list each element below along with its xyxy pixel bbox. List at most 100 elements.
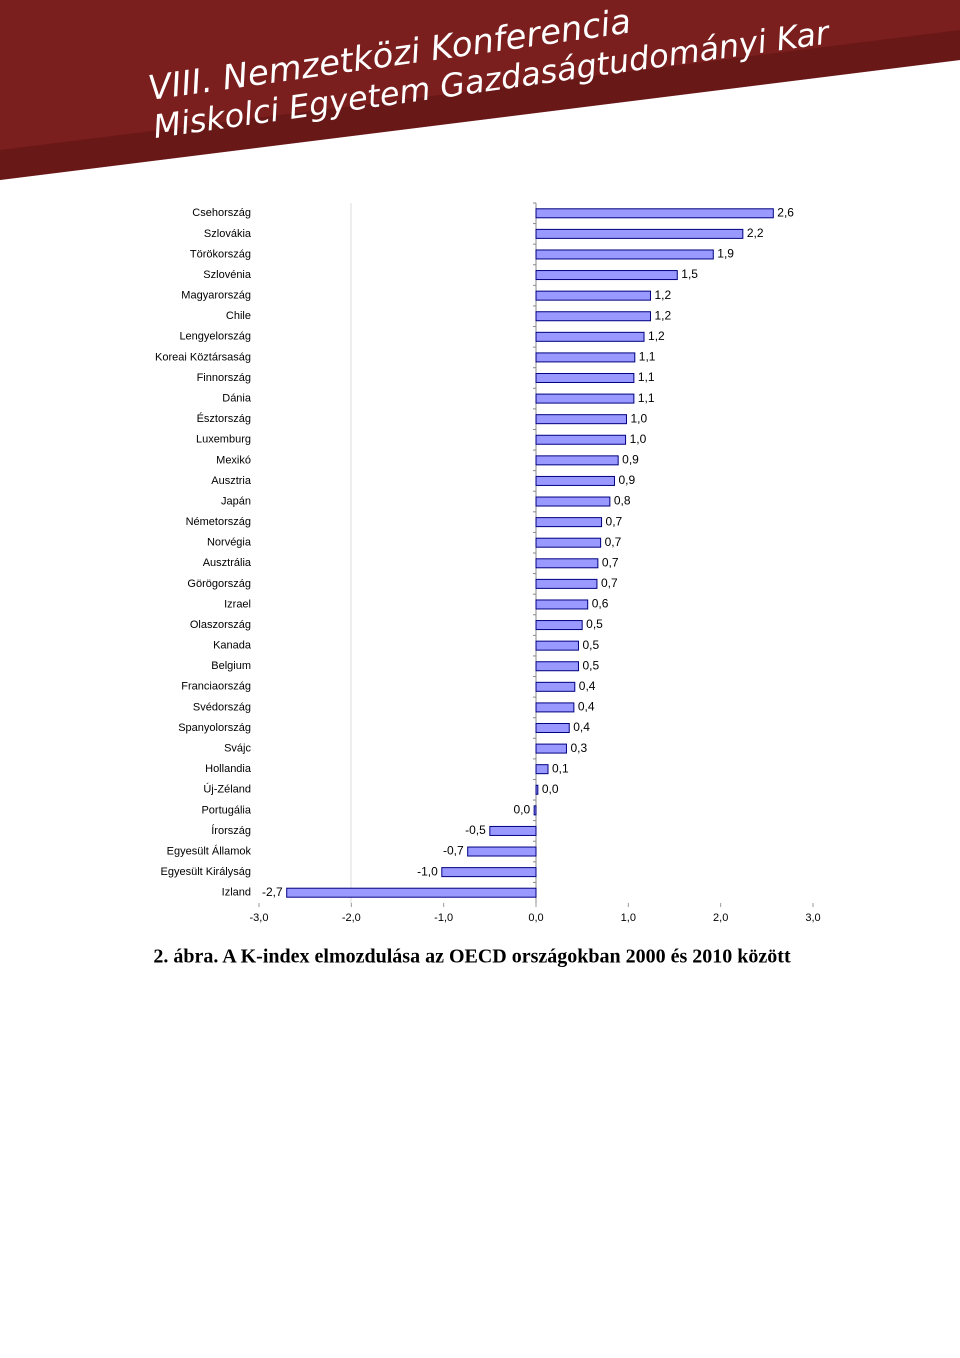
value-label: 0,9 bbox=[622, 453, 639, 467]
bar bbox=[535, 743, 567, 754]
category-label: Csehország bbox=[192, 207, 251, 219]
category-label: Egyesült Királyság bbox=[161, 866, 252, 878]
x-tick-label: 1,0 bbox=[621, 912, 636, 924]
category-label: Portugália bbox=[201, 804, 251, 816]
bar bbox=[535, 414, 627, 425]
bar bbox=[535, 311, 651, 322]
value-label: 0,6 bbox=[592, 597, 609, 611]
value-label: 0,0 bbox=[542, 782, 559, 796]
value-label: 0,4 bbox=[578, 700, 595, 714]
value-label: 1,5 bbox=[681, 267, 698, 281]
value-label: -1,0 bbox=[417, 864, 438, 878]
category-label: Észtország bbox=[197, 412, 251, 425]
bar bbox=[535, 352, 636, 363]
value-label: 1,2 bbox=[654, 288, 671, 302]
caption: 2. ábra. A K-index elmozdulása az OECD o… bbox=[153, 946, 791, 968]
bar bbox=[533, 805, 537, 816]
value-label: 1,9 bbox=[717, 247, 734, 261]
x-tick-label: 0,0 bbox=[528, 912, 543, 924]
bar bbox=[535, 496, 611, 507]
value-label: 1,1 bbox=[638, 391, 655, 405]
category-label: Svédország bbox=[193, 701, 251, 713]
bar bbox=[535, 723, 570, 733]
category-label: Olaszország bbox=[190, 619, 251, 631]
category-label: Finnország bbox=[197, 372, 251, 384]
value-label: 1,2 bbox=[648, 329, 665, 343]
category-label: Németország bbox=[186, 516, 251, 528]
value-label: 0,4 bbox=[573, 720, 590, 734]
bar bbox=[535, 661, 579, 672]
bar bbox=[535, 784, 539, 795]
category-label: Norvégia bbox=[207, 537, 252, 549]
bar bbox=[535, 764, 549, 775]
category-label: Írország bbox=[211, 824, 251, 837]
value-label: 0,5 bbox=[586, 617, 603, 631]
category-label: Görögország bbox=[187, 578, 251, 590]
bar bbox=[467, 846, 537, 857]
category-label: Japán bbox=[221, 495, 251, 507]
value-label: 0,7 bbox=[606, 514, 623, 528]
bar bbox=[535, 290, 651, 301]
bar bbox=[535, 537, 602, 548]
value-label: 1,1 bbox=[639, 350, 656, 364]
value-label: 2,6 bbox=[777, 205, 794, 219]
bar bbox=[535, 517, 603, 528]
category-label: Ausztria bbox=[211, 475, 252, 487]
category-label: Ausztrália bbox=[203, 557, 252, 569]
bar bbox=[286, 887, 537, 898]
banner-shade bbox=[0, 30, 960, 180]
value-label: 0,9 bbox=[618, 473, 635, 487]
bar bbox=[535, 702, 575, 713]
chart: -3,0 -2,0 -1,0 0,0 1,0 2,0 3,0 Csehország 2,6 Szl… bbox=[155, 202, 821, 924]
value-label: -0,5 bbox=[465, 823, 486, 837]
value-label: -2,7 bbox=[262, 885, 283, 899]
category-label: Mexikó bbox=[216, 454, 251, 466]
category-label: Szlovákia bbox=[204, 228, 252, 240]
bar bbox=[535, 434, 627, 445]
category-label: Szlovénia bbox=[203, 269, 252, 281]
value-label: 1,2 bbox=[654, 308, 671, 322]
bar bbox=[441, 867, 537, 878]
value-label: -0,7 bbox=[443, 844, 464, 858]
x-tick-label: -2,0 bbox=[342, 912, 361, 924]
category-label: Chile bbox=[226, 310, 251, 322]
category-label: Svájc bbox=[224, 742, 251, 754]
bar bbox=[535, 599, 589, 610]
value-label: 0,0 bbox=[513, 803, 530, 817]
value-label: 0,4 bbox=[579, 679, 596, 693]
category-label: Hollandia bbox=[205, 763, 252, 775]
category-label: Új-Zéland bbox=[203, 783, 251, 796]
bar bbox=[535, 249, 714, 260]
bar bbox=[535, 558, 599, 569]
bar bbox=[535, 208, 774, 219]
value-label: 0,3 bbox=[570, 741, 587, 755]
value-label: 0,1 bbox=[552, 761, 569, 775]
value-label: 0,5 bbox=[582, 638, 599, 652]
category-label: Kanada bbox=[213, 640, 252, 652]
category-label: Egyesült Államok bbox=[167, 844, 252, 857]
value-label: 2,2 bbox=[747, 226, 764, 240]
value-label: 1,0 bbox=[630, 432, 647, 446]
bar bbox=[535, 620, 583, 631]
category-label: Izland bbox=[222, 887, 251, 899]
value-label: 0,7 bbox=[601, 576, 618, 590]
category-label: Franciaország bbox=[181, 681, 251, 693]
bar bbox=[535, 331, 645, 342]
category-label: Belgium bbox=[211, 660, 251, 672]
header-banner: VIII. Nemzetközi Konferencia Miskolci Eg… bbox=[0, 0, 960, 180]
x-tick-label: 3,0 bbox=[805, 912, 820, 924]
x-tick-label: -1,0 bbox=[434, 912, 453, 924]
value-label: 0,7 bbox=[605, 535, 622, 549]
bar bbox=[535, 373, 635, 383]
category-label: Koreai Köztársaság bbox=[155, 351, 251, 363]
category-label: Törökország bbox=[190, 248, 251, 260]
category-label: Dánia bbox=[222, 392, 252, 404]
bar bbox=[535, 681, 576, 692]
value-label: 1,1 bbox=[638, 370, 655, 384]
bar bbox=[489, 825, 537, 836]
bar bbox=[535, 270, 678, 281]
bar bbox=[535, 228, 744, 239]
category-label: Izrael bbox=[224, 598, 251, 610]
bar bbox=[535, 640, 579, 651]
